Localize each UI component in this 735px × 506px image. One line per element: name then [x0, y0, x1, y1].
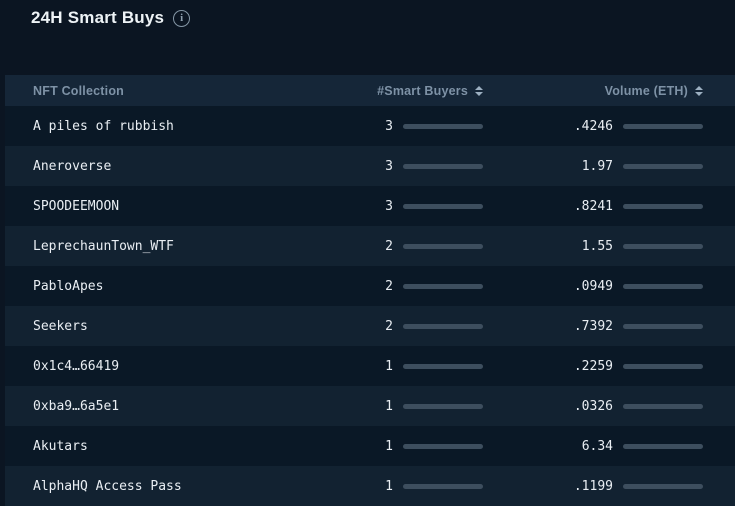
- volume-cell: 6.34: [483, 439, 703, 454]
- collection-name: 0xba9…6a5e1: [33, 398, 120, 414]
- volume-bar: [623, 283, 703, 289]
- collection-name: SPOODEEMOON: [33, 198, 120, 214]
- table-row[interactable]: LeprechaunTown_WTF 2 1.55: [5, 226, 735, 266]
- smart-buyers-bar: [403, 243, 483, 249]
- smart-buyers-bar: [403, 443, 483, 449]
- table-row[interactable]: 0xba9…6a5e1 1 .0326: [5, 386, 735, 426]
- volume-bar: [623, 203, 703, 209]
- table-row[interactable]: Aneroverse 3 1.97: [5, 146, 735, 186]
- smart-buyers-value: 1: [385, 438, 393, 454]
- volume-bar: [623, 323, 703, 329]
- smart-buyers-value: 1: [385, 398, 393, 414]
- smart-buyers-value: 2: [385, 238, 393, 254]
- smart-buyers-value: 2: [385, 318, 393, 334]
- column-header-nft-collection: NFT Collection: [33, 83, 124, 98]
- collection-name: 0x1c4…66419: [33, 358, 120, 374]
- table-body: A piles of rubbish 3 .4246 Aneroverse 3 …: [5, 106, 735, 506]
- volume-bar: [623, 483, 703, 489]
- smart-buyers-bar: [403, 283, 483, 289]
- panel-header: 24H Smart Buys i: [31, 8, 191, 28]
- collection-name: Seekers: [33, 318, 88, 334]
- table-row[interactable]: Seekers 2 .7392: [5, 306, 735, 346]
- smart-buyers-value: 3: [385, 118, 393, 134]
- volume-cell: .7392: [483, 319, 703, 334]
- smart-buyers-cell: 1: [313, 359, 483, 374]
- smart-buyers-bar: [403, 403, 483, 409]
- volume-cell: .0326: [483, 399, 703, 414]
- smart-buyers-value: 1: [385, 358, 393, 374]
- volume-cell: 1.55: [483, 239, 703, 254]
- volume-value: .0326: [573, 398, 613, 414]
- volume-cell: .2259: [483, 359, 703, 374]
- smart-buyers-cell: 2: [313, 279, 483, 294]
- table-row[interactable]: PabloApes 2 .0949: [5, 266, 735, 306]
- smart-buyers-value: 3: [385, 198, 393, 214]
- column-header-smart-buyers[interactable]: #Smart Buyers: [313, 84, 483, 98]
- table-row[interactable]: SPOODEEMOON 3 .8241: [5, 186, 735, 226]
- volume-bar: [623, 163, 703, 169]
- volume-bar: [623, 403, 703, 409]
- table-row[interactable]: 0x1c4…66419 1 .2259: [5, 346, 735, 386]
- smart-buyers-bar: [403, 483, 483, 489]
- volume-cell: .0949: [483, 279, 703, 294]
- table-header-row: NFT Collection #Smart Buyers Volume (ETH…: [5, 75, 735, 106]
- column-header-smart-buyers-label: #Smart Buyers: [377, 83, 468, 98]
- smart-buyers-cell: 3: [313, 119, 483, 134]
- smart-buyers-cell: 2: [313, 239, 483, 254]
- sort-icon[interactable]: [695, 85, 703, 96]
- info-icon[interactable]: i: [173, 9, 191, 27]
- smart-buyers-cell: 1: [313, 439, 483, 454]
- collection-name: Aneroverse: [33, 158, 112, 174]
- column-header-volume-label: Volume (ETH): [604, 83, 688, 98]
- volume-bar: [623, 243, 703, 249]
- sort-icon[interactable]: [475, 85, 483, 96]
- volume-cell: .4246: [483, 119, 703, 134]
- volume-value: 6.34: [581, 438, 613, 454]
- table-row[interactable]: Akutars 1 6.34: [5, 426, 735, 466]
- table-row[interactable]: AlphaHQ Access Pass 1 .1199: [5, 466, 735, 506]
- smart-buyers-bar: [403, 363, 483, 369]
- page-title: 24H Smart Buys: [31, 8, 165, 27]
- smart-buyers-cell: 2: [313, 319, 483, 334]
- collection-name: Akutars: [33, 438, 88, 454]
- smart-buyers-bar: [403, 163, 483, 169]
- volume-value: .4246: [573, 118, 613, 134]
- smart-buyers-bar: [403, 203, 483, 209]
- table-row[interactable]: A piles of rubbish 3 .4246: [5, 106, 735, 146]
- volume-bar: [623, 123, 703, 129]
- smart-buyers-value: 3: [385, 158, 393, 174]
- volume-cell: .8241: [483, 199, 703, 214]
- smart-buyers-bar: [403, 123, 483, 129]
- volume-value: 1.97: [581, 158, 613, 174]
- collection-name: PabloApes: [33, 278, 104, 294]
- smart-buyers-bar: [403, 323, 483, 329]
- smart-buyers-cell: 3: [313, 199, 483, 214]
- smart-buyers-value: 2: [385, 278, 393, 294]
- volume-value: .0949: [573, 278, 613, 294]
- collection-name: LeprechaunTown_WTF: [33, 238, 174, 254]
- volume-bar: [623, 443, 703, 449]
- smart-buys-table: NFT Collection #Smart Buyers Volume (ETH…: [5, 75, 735, 506]
- volume-value: .7392: [573, 318, 613, 334]
- smart-buyers-cell: 3: [313, 159, 483, 174]
- volume-cell: 1.97: [483, 159, 703, 174]
- smart-buyers-cell: 1: [313, 399, 483, 414]
- volume-value: .8241: [573, 198, 613, 214]
- volume-value: 1.55: [581, 238, 613, 254]
- volume-value: .2259: [573, 358, 613, 374]
- column-header-volume[interactable]: Volume (ETH): [483, 84, 703, 98]
- collection-name: A piles of rubbish: [33, 118, 174, 134]
- volume-bar: [623, 363, 703, 369]
